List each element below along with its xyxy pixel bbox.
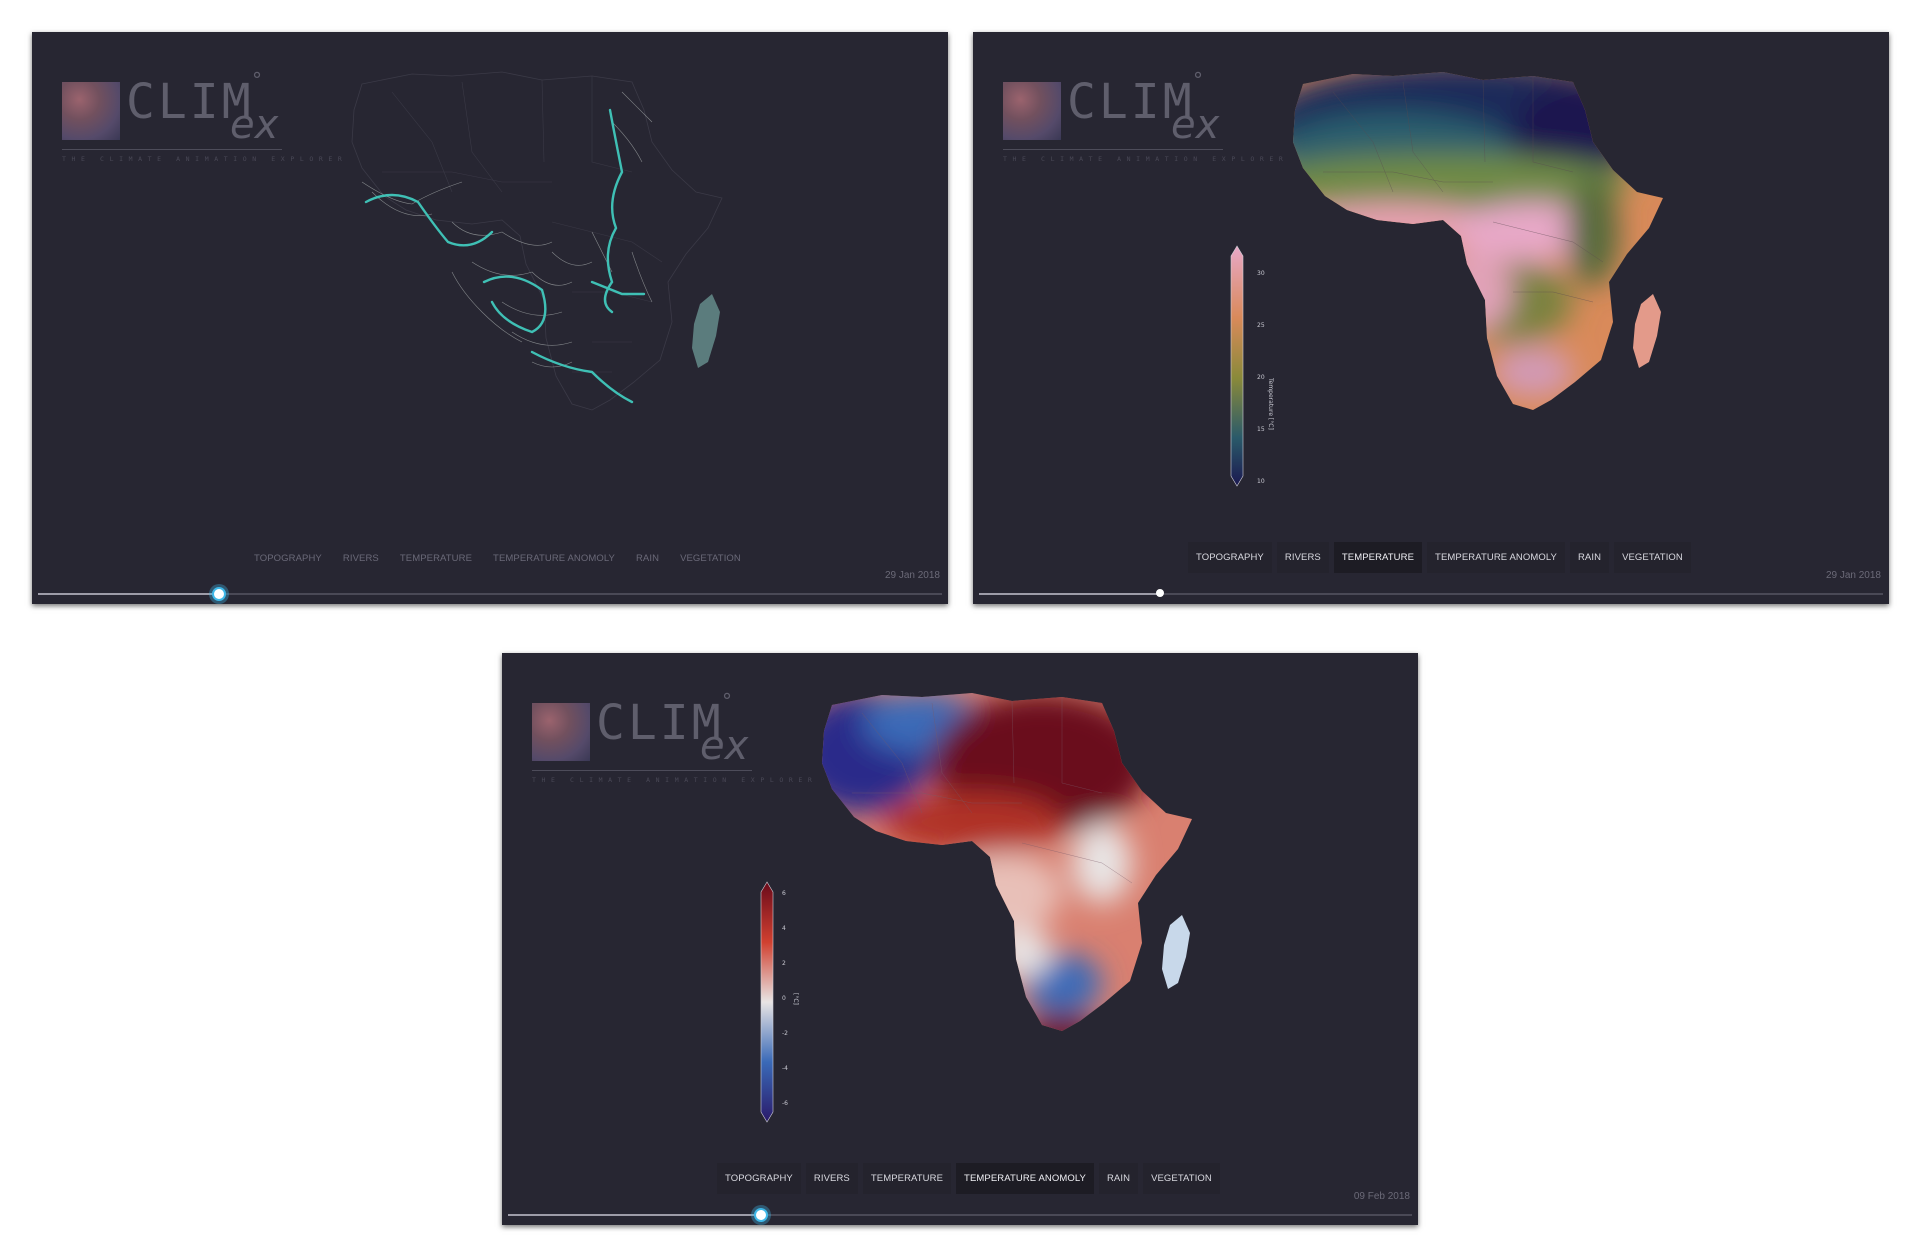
logo-title: CLIM: [1067, 74, 1195, 130]
colorbar-tick: 20: [1257, 374, 1265, 381]
view-tabs: TOPOGRAPHY RIVERS TEMPERATURE TEMPERATUR…: [717, 1163, 1220, 1194]
tab-temperature[interactable]: TEMPERATURE: [399, 553, 473, 564]
tab-topography[interactable]: TOPOGRAPHY: [717, 1163, 801, 1194]
colorbar-tick: -4: [782, 1065, 788, 1072]
logo-degree: °: [722, 689, 732, 713]
time-slider[interactable]: [508, 1208, 1412, 1222]
date-label: 29 Jan 2018: [884, 570, 940, 581]
tab-rivers[interactable]: RIVERS: [1276, 542, 1329, 573]
congo-river: [482, 275, 547, 334]
climex-logo: CLIM ° ex THE CLIMATE ANIMATION EXPLORER: [62, 68, 342, 163]
zambezi-river: [530, 350, 634, 404]
date-label: 29 Jan 2018: [1825, 570, 1881, 581]
niger-river: [364, 193, 494, 247]
slider-fill: [508, 1214, 762, 1216]
logo-tagline: THE CLIMATE ANIMATION EXPLORER: [532, 776, 818, 784]
temperature-view-panel: CLIM ° ex THE CLIMATE ANIMATION EXPLORER: [973, 32, 1889, 604]
colorbar-label: Temperature [°C]: [1267, 377, 1274, 430]
time-slider[interactable]: [979, 589, 1883, 597]
logo-title: CLIM: [596, 695, 724, 751]
climex-logo: CLIM ° ex THE CLIMATE ANIMATION EXPLORER: [532, 689, 812, 784]
rivers-view-panel: CLIM ° ex THE CLIMATE ANIMATION EXPLORER: [32, 32, 948, 604]
climex-logo: CLIM ° ex THE CLIMATE ANIMATION EXPLORER: [1003, 68, 1283, 163]
logo-thumbnail: [62, 82, 120, 140]
tab-rain[interactable]: RAIN: [1098, 1163, 1139, 1194]
logo-title: CLIM: [126, 74, 254, 130]
country-borders: [852, 697, 1133, 884]
logo-suffix: ex: [1171, 102, 1220, 148]
colorbar-label: [°C]: [792, 993, 799, 1005]
logo-divider: [532, 770, 752, 771]
tributaries: [361, 91, 653, 368]
logo-divider: [1003, 149, 1223, 150]
logo-divider: [62, 149, 282, 150]
logo-degree: °: [1193, 68, 1203, 92]
colorbar-tick: -2: [782, 1030, 788, 1037]
country-borders: [1323, 76, 1604, 303]
time-slider[interactable]: [38, 587, 942, 601]
colorbar-tick: 0: [782, 995, 786, 1002]
colorbar-tick: 10: [1257, 478, 1265, 485]
tab-temperature-anomaly[interactable]: TEMPERATURE ANOMOLY: [1427, 542, 1565, 573]
colorbar-tick: 4: [782, 925, 786, 932]
temperature-anomaly-view-panel: CLIM ° ex THE CLIMATE ANIMATION EXPLORER: [502, 653, 1418, 1225]
tab-rivers[interactable]: RIVERS: [805, 1163, 858, 1194]
temperature-map: 30 25 20 15 10 Temperature [°C]: [1230, 72, 1663, 487]
colorbar-tick: 2: [782, 960, 786, 967]
rivers-map: [351, 71, 723, 411]
slider-thumb[interactable]: [754, 1208, 769, 1222]
tab-temperature[interactable]: TEMPERATURE: [1333, 542, 1423, 573]
tab-rain[interactable]: RAIN: [1569, 542, 1610, 573]
logo-suffix: ex: [700, 723, 749, 769]
slider-thumb[interactable]: [1155, 589, 1164, 597]
logo-degree: °: [252, 68, 262, 92]
temperature-colorbar: 30 25 20 15 10 Temperature [°C]: [1230, 245, 1274, 487]
lake-line: [590, 280, 646, 296]
tab-topography[interactable]: TOPOGRAPHY: [254, 553, 322, 564]
tab-vegetation[interactable]: VEGETATION: [1614, 542, 1691, 573]
slider-thumb[interactable]: [211, 587, 226, 601]
tab-vegetation[interactable]: VEGETATION: [680, 553, 741, 564]
colorbar-tick: 25: [1257, 322, 1265, 329]
slider-fill: [979, 593, 1160, 595]
view-tabs: TOPOGRAPHY RIVERS TEMPERATURE TEMPERATUR…: [1188, 542, 1691, 573]
tab-temperature-anomaly[interactable]: TEMPERATURE ANOMOLY: [493, 553, 615, 564]
nile-river: [603, 108, 624, 314]
main-rivers: [364, 108, 646, 404]
anomaly-colorbar: 6 4 2 0 -2 -4 -6 [°C]: [760, 881, 799, 1123]
tab-temperature[interactable]: TEMPERATURE: [862, 1163, 952, 1194]
logo-thumbnail: [1003, 82, 1061, 140]
logo-tagline: THE CLIMATE ANIMATION EXPLORER: [62, 155, 348, 163]
tab-temperature-anomaly[interactable]: TEMPERATURE ANOMOLY: [956, 1163, 1094, 1194]
tab-vegetation[interactable]: VEGETATION: [1143, 1163, 1220, 1194]
colorbar-tick: 15: [1257, 426, 1265, 433]
tab-rain[interactable]: RAIN: [635, 553, 660, 564]
logo-thumbnail: [532, 703, 590, 761]
date-label: 09 Feb 2018: [1353, 1191, 1410, 1202]
logo-suffix: ex: [230, 102, 279, 148]
tab-rivers[interactable]: RIVERS: [342, 553, 379, 564]
slider-fill: [38, 593, 219, 595]
colorbar-tick: 6: [782, 890, 786, 897]
country-borders: [382, 76, 663, 373]
tab-topography[interactable]: TOPOGRAPHY: [1188, 542, 1272, 573]
colorbar-tick: -6: [782, 1100, 788, 1107]
temperature-anomaly-map: 6 4 2 0 -2 -4 -6 [°C]: [760, 693, 1192, 1123]
colorbar-tick: 30: [1257, 270, 1265, 277]
logo-tagline: THE CLIMATE ANIMATION EXPLORER: [1003, 155, 1289, 163]
view-tabs: TOPOGRAPHY RIVERS TEMPERATURE TEMPERATUR…: [246, 544, 749, 573]
